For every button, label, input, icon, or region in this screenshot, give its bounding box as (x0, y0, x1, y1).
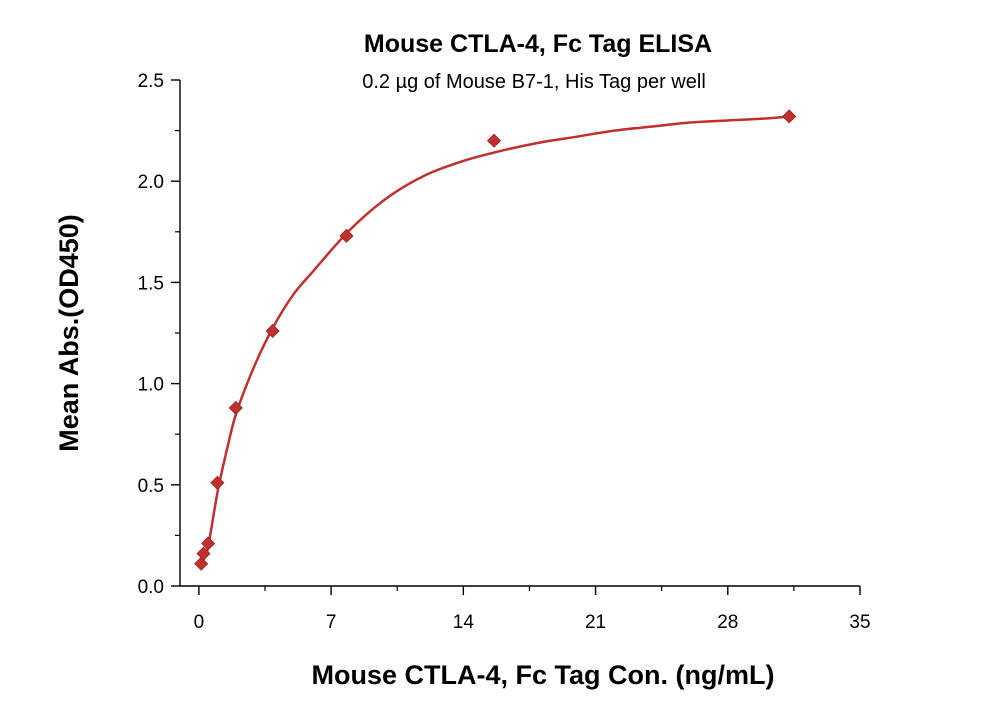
y-tick-label: 0.0 (138, 577, 164, 598)
axes: 0.0 0.5 1.0 1.5 2.0 2.5 0 7 14 21 28 35 (138, 71, 871, 633)
x-tick-label: 21 (585, 612, 606, 633)
y-tick-label: 2.0 (138, 172, 164, 193)
data-point (228, 400, 243, 415)
y-tick-label: 0.5 (138, 476, 164, 497)
data-point (196, 546, 211, 561)
chart-title: Mouse CTLA-4, Fc Tag ELISA (364, 30, 712, 58)
x-tick-label: 35 (849, 612, 870, 633)
data-point (194, 556, 209, 571)
data-point (486, 133, 502, 148)
data-point (201, 536, 216, 551)
data-point (339, 228, 354, 243)
data-point (265, 323, 280, 339)
data-points-group (194, 109, 797, 571)
y-axis-title: Mean Abs.(OD450) (54, 214, 84, 452)
y-tick-label: 2.5 (138, 71, 164, 92)
x-tick-label: 14 (453, 612, 475, 633)
y-tick-label: 1.0 (138, 375, 164, 396)
data-point (210, 475, 225, 490)
data-point (782, 109, 797, 124)
chart-subtitle: 0.2 µg of Mouse B7-1, His Tag per well (362, 71, 706, 93)
x-axis-title: Mouse CTLA-4, Fc Tag Con. (ng/mL) (312, 660, 775, 690)
fit-curve-group (198, 115, 790, 569)
x-tick-label: 0 (194, 612, 205, 633)
x-tick-label: 28 (717, 612, 738, 633)
fit-curve (198, 115, 790, 569)
y-tick-label: 1.5 (138, 273, 164, 294)
x-tick-label: 7 (326, 612, 337, 633)
